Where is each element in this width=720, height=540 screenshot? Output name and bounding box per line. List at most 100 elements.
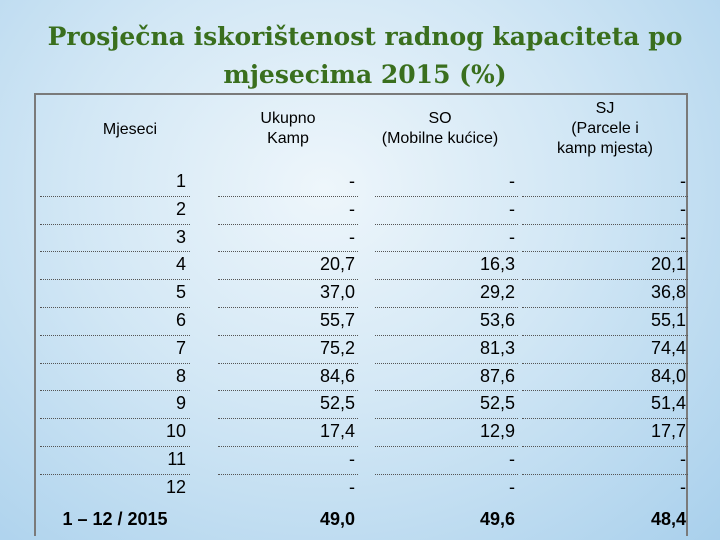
- row-separator: [522, 195, 688, 197]
- cell-month: 12: [165, 476, 186, 497]
- cell-ukupno: 75,2: [319, 337, 355, 358]
- row-separator: [522, 362, 688, 364]
- cell-sj: -: [680, 226, 686, 247]
- row-separator: [40, 446, 190, 447]
- cell-month: 9: [175, 393, 186, 414]
- row-separator: [218, 334, 358, 336]
- cell-ukupno: 55,7: [319, 310, 355, 330]
- cell-month: 5: [175, 282, 186, 303]
- row-separator: [218, 473, 358, 475]
- cell-so: 12,9: [479, 421, 515, 442]
- row-separator: [375, 446, 518, 447]
- row-separator: [218, 390, 358, 392]
- table-frame: [34, 93, 688, 536]
- cell-sj: 84,0: [650, 365, 686, 386]
- row-separator: [40, 473, 190, 475]
- title-line-2: mjesecima 2015 (%): [223, 60, 507, 89]
- cell-month: 2: [175, 198, 186, 219]
- cell-so: 81,3: [479, 337, 515, 358]
- cell-so: -: [509, 171, 515, 191]
- cell-so: 29,2: [479, 282, 515, 303]
- row-separator: [40, 195, 190, 197]
- cell-ukupno: 20,7: [319, 254, 355, 275]
- cell-sj: -: [680, 476, 686, 497]
- row-separator: [522, 473, 688, 475]
- row-separator: [375, 418, 518, 420]
- page-title: Prosječna iskorištenost radnog kapacitet…: [40, 18, 690, 94]
- row-separator: [375, 362, 518, 364]
- cell-sj: -: [680, 171, 686, 191]
- cell-sj: 55,1: [650, 310, 686, 330]
- row-separator: [375, 334, 518, 336]
- cell-sj: 20,1: [650, 254, 686, 275]
- row-separator: [375, 279, 518, 281]
- total-so: 49,6: [479, 509, 515, 529]
- row-separator: [218, 195, 358, 197]
- cell-so: 52,5: [479, 393, 515, 414]
- row-separator: [40, 334, 190, 336]
- row-separator: [40, 279, 190, 281]
- total-sj: 48,4: [650, 509, 686, 529]
- row-separator: [522, 446, 688, 447]
- title-line-1: Prosječna iskorištenost radnog kapacitet…: [47, 22, 683, 51]
- row-separator: [40, 362, 190, 364]
- row-separator: [40, 307, 190, 308]
- cell-sj: 51,4: [650, 393, 686, 414]
- row-separator: [218, 279, 358, 281]
- row-separator: [218, 418, 358, 420]
- cell-month: 6: [175, 310, 186, 330]
- row-separator: [218, 362, 358, 364]
- cell-sj: 17,7: [650, 421, 686, 442]
- row-separator: [522, 223, 688, 225]
- row-separator: [375, 223, 518, 225]
- cell-month: 1: [175, 171, 186, 191]
- cell-ukupno: -: [349, 198, 355, 219]
- row-separator: [218, 446, 358, 447]
- cell-so: 87,6: [479, 365, 515, 386]
- row-separator: [40, 251, 190, 253]
- row-separator: [40, 418, 190, 420]
- cell-ukupno: -: [349, 449, 355, 469]
- cell-sj: 36,8: [650, 282, 686, 303]
- cell-ukupno: -: [349, 476, 355, 497]
- row-separator: [522, 418, 688, 420]
- row-separator: [375, 473, 518, 475]
- cell-so: -: [509, 476, 515, 497]
- row-separator: [522, 251, 688, 253]
- row-separator: [522, 279, 688, 281]
- total-ukupno: 49,0: [319, 509, 355, 529]
- row-separator: [218, 223, 358, 225]
- cell-sj: -: [680, 198, 686, 219]
- row-separator: [522, 334, 688, 336]
- cell-month: 4: [175, 254, 186, 275]
- cell-so: -: [509, 226, 515, 247]
- row-separator: [40, 390, 190, 392]
- row-separator: [218, 251, 358, 253]
- header-so: SO (Mobilne kućice): [381, 110, 499, 147]
- cell-month: 8: [175, 365, 186, 386]
- cell-ukupno: -: [349, 171, 355, 191]
- row-separator: [375, 195, 518, 197]
- total-label: 1 – 12 / 2015: [62, 509, 168, 529]
- header-month: Mjeseci: [102, 121, 158, 138]
- cell-ukupno: 37,0: [319, 282, 355, 303]
- cell-month: 7: [175, 337, 186, 358]
- row-separator: [218, 307, 358, 308]
- cell-month: 11: [167, 449, 186, 469]
- cell-sj: -: [680, 449, 686, 469]
- cell-sj: 74,4: [650, 337, 686, 358]
- row-separator: [522, 307, 688, 308]
- cell-ukupno: -: [349, 226, 355, 247]
- row-separator: [40, 223, 190, 225]
- cell-ukupno: 84,6: [319, 365, 355, 386]
- row-separator: [375, 307, 518, 308]
- header-sj: SJ (Parcele i kamp mjesta): [556, 100, 654, 157]
- cell-so: 53,6: [479, 310, 515, 330]
- cell-month: 3: [175, 226, 186, 247]
- header-ukupno: Ukupno Kamp: [260, 110, 316, 147]
- row-separator: [375, 251, 518, 253]
- cell-so: -: [509, 198, 515, 219]
- cell-so: 16,3: [479, 254, 515, 275]
- cell-ukupno: 52,5: [319, 393, 355, 414]
- row-separator: [375, 390, 518, 392]
